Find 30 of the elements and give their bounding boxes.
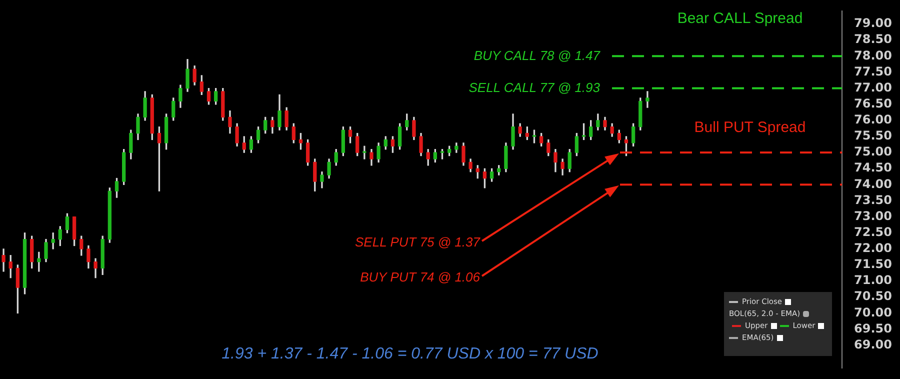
y-tick-label: 75.00 bbox=[854, 144, 892, 159]
y-tick-label: 77.00 bbox=[854, 80, 892, 94]
y-tick-label: 69.00 bbox=[854, 337, 892, 352]
y-tick-label: 70.50 bbox=[854, 289, 892, 304]
ref-line-label: BUY CALL 78 @ 1.47 bbox=[474, 48, 601, 63]
annotation: 1.93 + 1.37 - 1.47 - 1.06 = 0.77 USD x 100 = 77 USD bbox=[222, 345, 599, 362]
y-tick-label: 74.50 bbox=[854, 160, 892, 175]
ref-line-label: SELL PUT 75 @ 1.37 bbox=[355, 234, 481, 250]
y-tick-label: 74.00 bbox=[854, 176, 892, 191]
y-tick-label: 78.00 bbox=[854, 48, 892, 62]
y-tick-label: 72.50 bbox=[854, 224, 892, 239]
candlestick bbox=[51, 232, 55, 250]
y-tick-label: 77.50 bbox=[854, 64, 892, 78]
y-tick-label: 76.00 bbox=[854, 112, 892, 127]
y-tick-label: 70.00 bbox=[854, 305, 892, 320]
y-tick-label: 79.00 bbox=[854, 16, 892, 30]
y-tick-label: 69.50 bbox=[854, 321, 892, 336]
candlestick bbox=[646, 91, 650, 108]
y-tick-label: 72.00 bbox=[854, 241, 892, 256]
y-tick-label: 71.00 bbox=[854, 273, 892, 288]
y-tick-label: 71.50 bbox=[854, 257, 892, 272]
annotation: Bull PUT Spread bbox=[694, 119, 806, 136]
y-tick-label: 73.00 bbox=[854, 208, 892, 223]
y-tick-label: 75.50 bbox=[854, 128, 892, 143]
ref-line-label: SELL CALL 77 @ 1.93 bbox=[468, 80, 601, 95]
ref-line-label: BUY PUT 74 @ 1.06 bbox=[360, 270, 481, 285]
y-tick-label: 78.50 bbox=[854, 32, 892, 46]
y-tick-label: 76.50 bbox=[854, 96, 892, 110]
annotation: Bear CALL Spread bbox=[677, 10, 803, 28]
y-tick-label: 73.50 bbox=[854, 192, 892, 207]
